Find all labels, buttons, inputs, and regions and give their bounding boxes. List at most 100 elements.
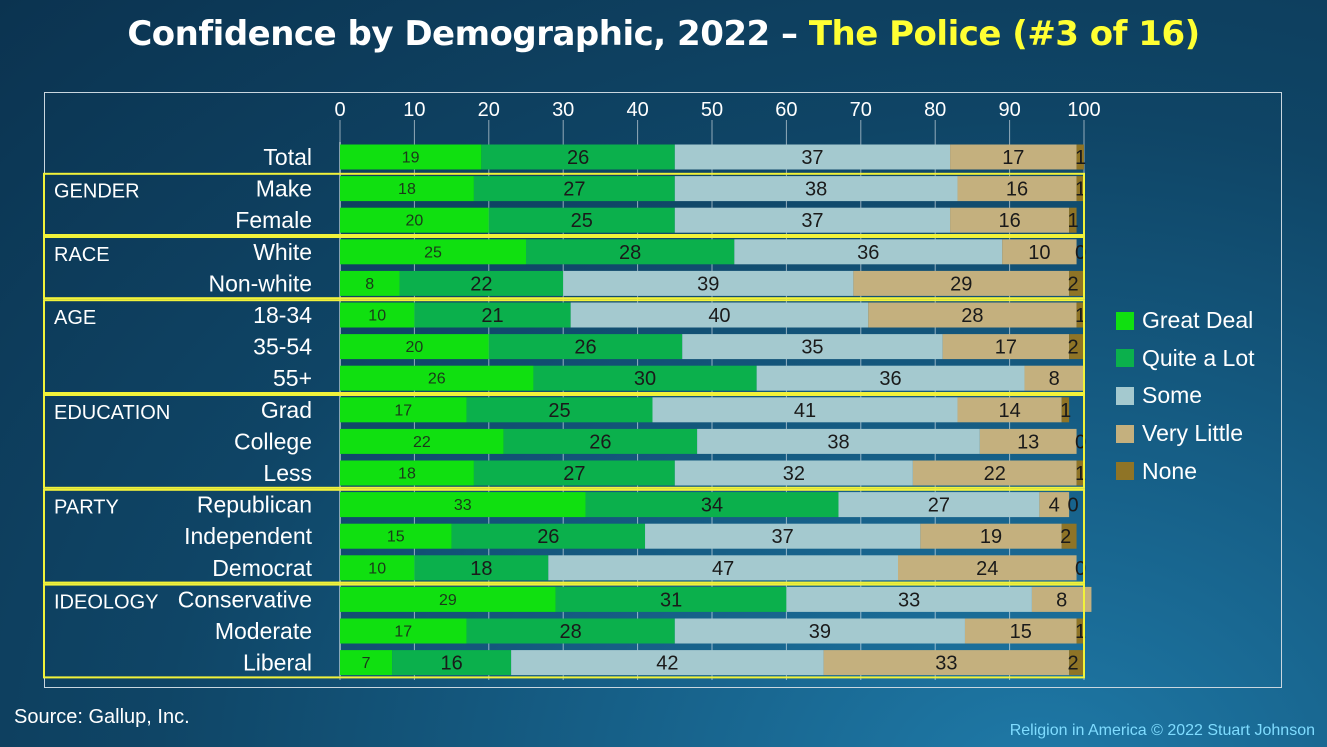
bar-segment xyxy=(399,270,564,296)
bar-value-label: 14 xyxy=(998,400,1020,422)
group-box xyxy=(43,394,1085,489)
bar-value-label: 24 xyxy=(976,558,998,580)
bar-segment xyxy=(674,460,913,486)
bar-value-label: 2 xyxy=(1068,337,1079,359)
bar-value-label: 0 xyxy=(1075,558,1086,580)
bar-segment xyxy=(823,650,1070,676)
bar-segment xyxy=(682,334,943,360)
bar-segment xyxy=(1076,176,1084,202)
bar-value-label: 26 xyxy=(428,371,446,388)
bar-segment xyxy=(466,397,653,423)
bar-segment xyxy=(674,618,965,644)
chart-title-highlight: The Police (#3 of 16) xyxy=(808,14,1200,54)
bar-value-label: 33 xyxy=(898,589,920,611)
category-label: Female xyxy=(235,207,312,233)
bar-segment xyxy=(481,144,675,170)
bar-segment xyxy=(414,555,549,581)
bar-value-label: 25 xyxy=(571,210,593,232)
group-label: RACE xyxy=(54,244,110,266)
bar-value-label: 28 xyxy=(560,621,582,643)
legend-swatch xyxy=(1116,462,1134,481)
legend-label: Great Deal xyxy=(1142,307,1254,334)
category-label: White xyxy=(253,239,312,265)
bar-value-label: 1 xyxy=(1075,179,1086,201)
bar-segment xyxy=(548,555,898,581)
bar-value-label: 41 xyxy=(794,400,816,422)
bar-segment xyxy=(488,334,683,360)
bar-value-label: 18 xyxy=(470,558,492,580)
category-label: Republican xyxy=(197,492,312,518)
category-label: Moderate xyxy=(215,618,312,644)
bar-value-label: 1 xyxy=(1075,621,1086,643)
group-box xyxy=(43,488,1085,584)
bar-value-label: 22 xyxy=(984,463,1006,485)
x-tick-label: 90 xyxy=(998,99,1020,121)
bar-segment xyxy=(340,207,489,233)
bar-segment xyxy=(340,270,400,296)
bar-value-label: 1 xyxy=(1075,463,1086,485)
bar-value-label: 10 xyxy=(368,560,386,577)
bar-value-label: 2 xyxy=(1068,273,1079,295)
bar-segment xyxy=(964,618,1077,644)
bar-segment xyxy=(503,428,698,454)
category-label: Less xyxy=(263,460,312,486)
group-box xyxy=(43,583,1085,679)
bar-value-label: 38 xyxy=(805,179,827,201)
bar-segment xyxy=(488,207,675,233)
bar-value-label: 1 xyxy=(1060,400,1071,422)
bar-value-label: 27 xyxy=(563,179,585,201)
x-tick-label: 50 xyxy=(701,99,723,121)
bar-segment xyxy=(340,176,474,202)
bar-segment xyxy=(511,650,824,676)
group-label: AGE xyxy=(54,307,96,329)
bar-value-label: 39 xyxy=(697,273,719,295)
bar-value-label: 17 xyxy=(1002,147,1024,169)
bar-value-label: 28 xyxy=(619,242,641,264)
bar-value-label: 37 xyxy=(772,526,794,548)
category-label: College xyxy=(234,428,312,454)
bar-value-label: 13 xyxy=(1017,431,1039,453)
bar-segment xyxy=(1069,207,1077,233)
bar-segment xyxy=(585,492,839,518)
x-tick-label: 10 xyxy=(403,99,425,121)
category-label: Total xyxy=(263,144,312,170)
legend-label: Very Little xyxy=(1142,420,1243,447)
bar-value-label: 10 xyxy=(368,308,386,325)
legend-swatch xyxy=(1116,386,1134,405)
bar-segment xyxy=(1039,492,1070,518)
legend-label: Quite a Lot xyxy=(1142,344,1255,371)
bar-segment xyxy=(340,650,393,676)
bar-segment xyxy=(1076,618,1084,644)
bar-value-label: 2 xyxy=(1068,653,1079,675)
category-label: Democrat xyxy=(212,555,312,581)
bar-value-label: 20 xyxy=(406,213,424,230)
bar-segment xyxy=(340,460,474,486)
bar-value-label: 34 xyxy=(701,495,723,517)
bar-value-label: 22 xyxy=(413,434,431,451)
category-label: Independent xyxy=(184,523,313,549)
legend-swatch xyxy=(1116,311,1134,330)
bar-value-label: 33 xyxy=(454,497,472,514)
bar-value-label: 26 xyxy=(589,431,611,453)
bar-value-label: 18 xyxy=(398,181,416,198)
bar-segment xyxy=(473,176,675,202)
bar-segment xyxy=(645,523,921,549)
bar-segment xyxy=(473,460,675,486)
bar-value-label: 15 xyxy=(1010,621,1032,643)
bar-value-label: 8 xyxy=(365,276,374,293)
bar-segment xyxy=(912,460,1077,486)
bar-value-label: 25 xyxy=(548,400,570,422)
bar-value-label: 38 xyxy=(827,431,849,453)
x-tick-label: 40 xyxy=(626,99,648,121)
bar-value-label: 0 xyxy=(1075,431,1086,453)
x-tick-label: 20 xyxy=(478,99,500,121)
x-tick-label: 70 xyxy=(850,99,872,121)
bar-segment xyxy=(1061,523,1077,549)
bar-value-label: 1 xyxy=(1075,305,1086,327)
bar-segment xyxy=(1076,302,1084,328)
x-tick-label: 30 xyxy=(552,99,574,121)
bar-value-label: 16 xyxy=(998,210,1020,232)
bar-value-label: 0 xyxy=(1068,495,1079,517)
bar-value-label: 40 xyxy=(708,305,730,327)
bar-segment xyxy=(340,555,415,581)
